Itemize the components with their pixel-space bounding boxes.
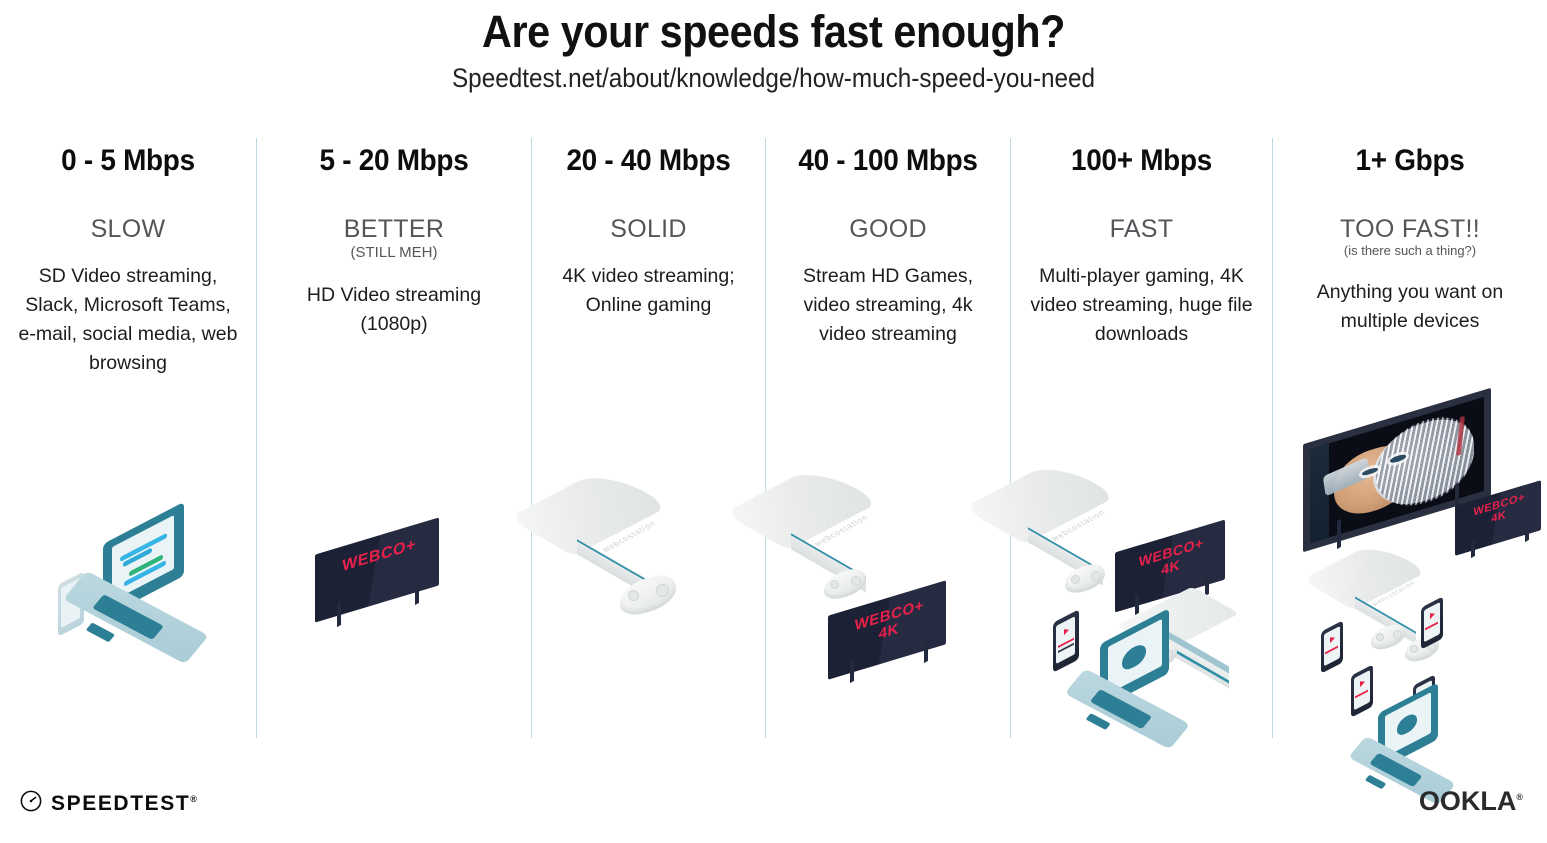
tier-description: Stream HD Games, video streaming, 4k vid… xyxy=(802,265,974,346)
laptop-icon xyxy=(62,502,209,665)
tv-icon: WEBCO+ 4K xyxy=(828,580,946,684)
game-controller-icon xyxy=(1065,560,1105,597)
header: Are your speeds fast enough? Speedtest.n… xyxy=(0,0,1547,94)
game-controller-icon xyxy=(1371,621,1405,653)
page-title: Are your speeds fast enough? xyxy=(482,6,1065,57)
speed-tier-column-3: 20 - 40 Mbps SOLID 4K video streaming; O… xyxy=(507,138,765,738)
rating-text: SLOW xyxy=(90,215,166,243)
game-console-icon: webcostation xyxy=(1301,541,1427,644)
speedtest-logo: SPEEDTEST® xyxy=(20,790,199,817)
game-controller-icon xyxy=(824,564,866,604)
rating-text: TOO FAST!! xyxy=(1339,215,1481,243)
game-console-icon: webcostation xyxy=(507,468,670,601)
speed-tier-column-2: 5 - 20 Mbps BETTER (STILL MEH) HD Video … xyxy=(256,138,531,738)
tier-description: Anything you want on multiple devices xyxy=(1316,280,1504,332)
speedometer-icon xyxy=(20,790,42,817)
speed-tier-column-4: 40 - 100 Mbps GOOD Stream HD Games, vide… xyxy=(723,138,1010,738)
tier-description: SD Video streaming, Slack, Microsoft Tea… xyxy=(18,265,238,375)
tv-icon: WEBCO+ 4K xyxy=(1115,519,1225,616)
footer: SPEEDTEST® OOKLA® xyxy=(0,748,1547,843)
rating-label: TOO FAST!! (is there such a thing?) xyxy=(1273,216,1547,258)
tier-description: HD Video streaming (1080p) xyxy=(306,284,482,336)
speed-tier-column-1: 0 - 5 Mbps SLOW SD Video streaming, Slac… xyxy=(0,138,256,738)
speed-range-label: 5 - 20 Mbps xyxy=(319,144,469,177)
illustration-group: webcostation WEBCO+ 4K xyxy=(962,408,1272,750)
rating-text: BETTER xyxy=(343,215,445,243)
ookla-logo: OOKLA® xyxy=(1419,786,1523,817)
tv-icon: WEBCO+ 4K xyxy=(1455,480,1541,559)
illustration-group: WEBCO+ 4K webcostation xyxy=(1273,387,1547,806)
rating-label: BETTER (STILL MEH) xyxy=(257,216,531,261)
game-controller-icon xyxy=(620,569,676,621)
tier-description: 4K video streaming; Online gaming xyxy=(562,265,735,317)
speed-range-label: 100+ Mbps xyxy=(1071,144,1212,177)
laptop-icon xyxy=(1064,607,1191,750)
phone-icon xyxy=(1421,596,1443,650)
rating-label: SLOW xyxy=(0,216,256,242)
illustration-group: WEBCO+ xyxy=(257,408,531,738)
phone-icon xyxy=(1321,620,1343,674)
speed-range-label: 1+ Gbps xyxy=(1355,144,1465,177)
speed-range-label: 0 - 5 Mbps xyxy=(61,144,195,177)
speed-tier-column-5: 100+ Mbps FAST Multi-player gaming, 4K v… xyxy=(962,138,1272,750)
tv-icon: WEBCO+ xyxy=(315,517,439,628)
speed-tier-column-6: 1+ Gbps TOO FAST!! (is there such a thin… xyxy=(1272,138,1547,806)
ookla-wordmark: OOKLA® xyxy=(1418,786,1523,816)
rating-text: GOOD xyxy=(849,215,927,243)
speed-tier-columns: 0 - 5 Mbps SLOW SD Video streaming, Slac… xyxy=(0,138,1547,806)
illustration-group: webcostation WEBCO+ 4K xyxy=(723,408,1010,738)
rating-text: FAST xyxy=(1109,215,1174,243)
speed-range-label: 40 - 100 Mbps xyxy=(798,144,978,177)
rating-subtext: (STILL MEH) xyxy=(350,244,438,262)
illustration-group xyxy=(0,408,256,738)
speedtest-wordmark: SPEEDTEST® xyxy=(51,791,199,815)
page-subtitle: Speedtest.net/about/knowledge/how-much-s… xyxy=(451,62,1096,93)
rating-text: SOLID xyxy=(610,215,687,243)
rating-label: GOOD xyxy=(766,216,1010,242)
rating-label: FAST xyxy=(1011,216,1272,242)
tier-description: Multi-player gaming, 4K video streaming,… xyxy=(1030,265,1253,346)
rating-subtext: (is there such a thing?) xyxy=(1343,243,1477,259)
rating-label: SOLID xyxy=(532,216,765,242)
illustration-group: webcostation xyxy=(507,408,765,738)
speed-range-label: 20 - 40 Mbps xyxy=(566,144,731,177)
game-console-icon: webcostation xyxy=(962,460,1117,586)
game-console-icon: webcostation xyxy=(723,465,880,593)
